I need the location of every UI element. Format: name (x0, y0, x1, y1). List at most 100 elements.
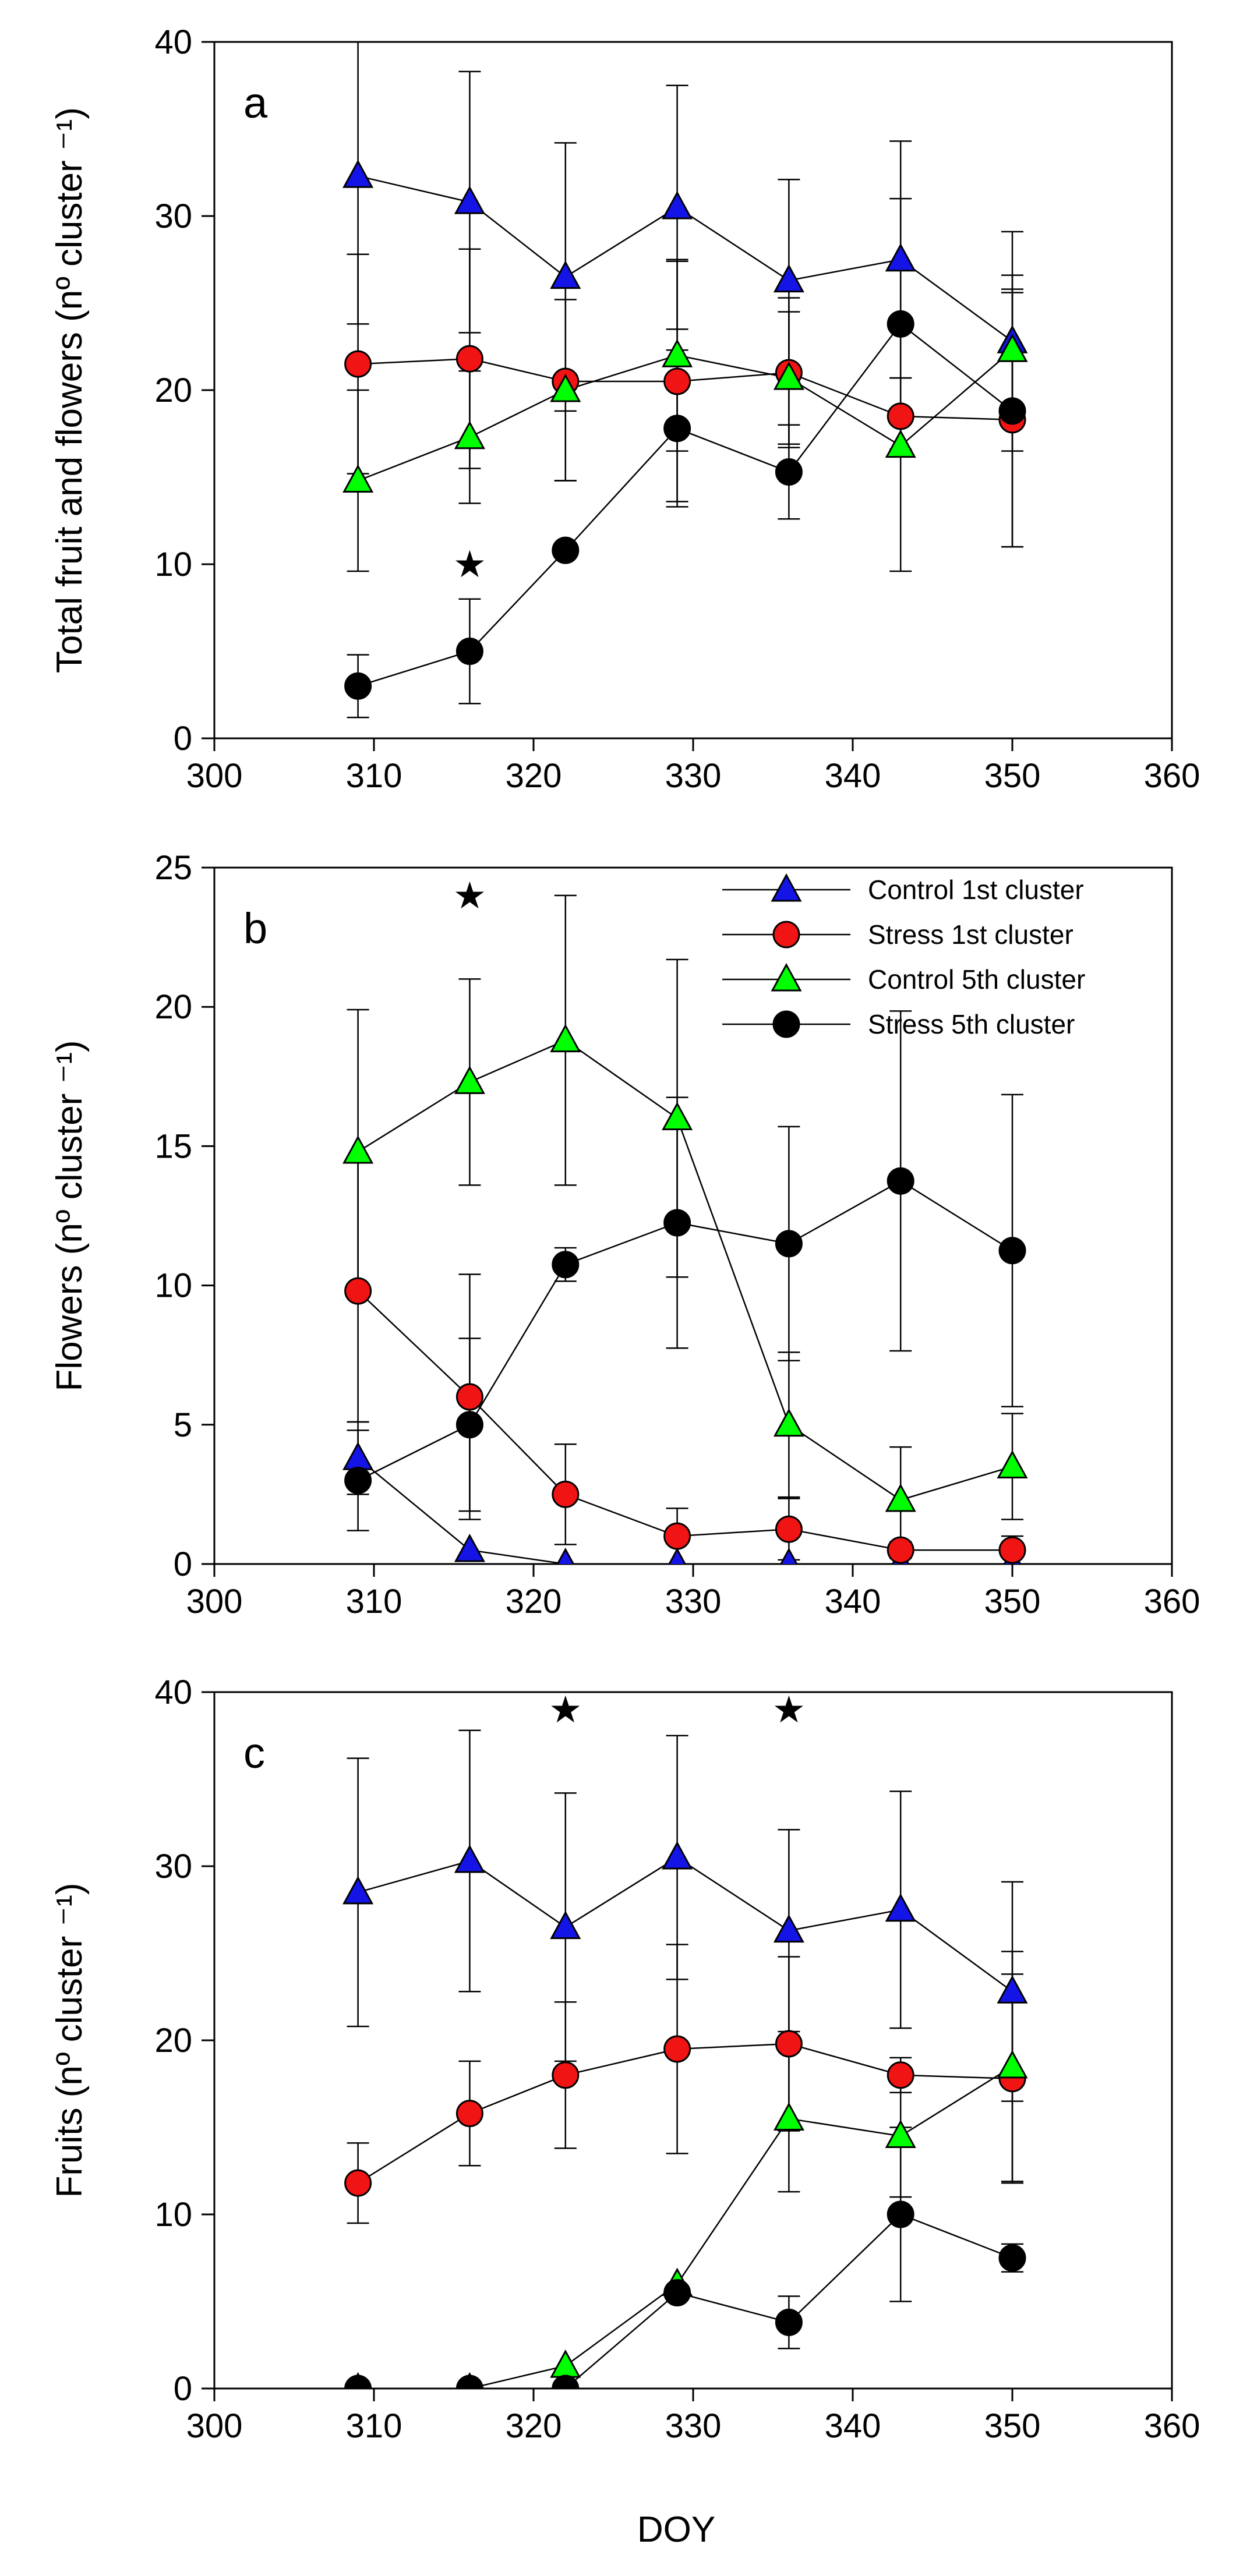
point-control-5th-cluster (342, 1135, 374, 1164)
point-stress-5th-cluster (552, 1251, 580, 1279)
y-tick-label: 10 (154, 1267, 192, 1305)
point-control-5th-cluster (885, 429, 916, 458)
significance-star: ★ (772, 1689, 806, 1731)
plot-data (342, 894, 1028, 1564)
point-stress-1st-cluster (775, 1515, 803, 1543)
point-stress-1st-cluster (887, 2061, 914, 2089)
x-tick-label: 360 (1144, 757, 1200, 795)
x-tick-label: 320 (506, 2407, 562, 2445)
point-control-1st-cluster (454, 185, 485, 214)
point-stress-5th-cluster (455, 1411, 483, 1439)
point-stress-1st-cluster (455, 2100, 483, 2128)
y-axis-title: Flowers (nº cluster ⁻¹) (50, 1040, 90, 1391)
panel-letter: c (243, 1729, 265, 1777)
series-line-control-1st-cluster (358, 175, 1013, 342)
y-axis-title: Total fruit and flowers (nº cluster ⁻¹) (50, 107, 90, 673)
x-tick-label: 300 (186, 2407, 243, 2445)
point-control-1st-cluster (342, 1442, 374, 1470)
point-control-1st-cluster (550, 260, 581, 289)
point-stress-5th-cluster (998, 1237, 1026, 1265)
y-tick-label: 15 (154, 1127, 192, 1165)
point-control-5th-cluster (550, 373, 581, 402)
point-stress-1st-cluster (344, 2169, 372, 2197)
point-stress-1st-cluster (663, 2035, 691, 2063)
series-line-control-1st-cluster (358, 1856, 1013, 1993)
point-control-5th-cluster (885, 1483, 916, 1512)
point-control-5th-cluster (662, 1102, 693, 1131)
point-control-1st-cluster (454, 1844, 485, 1873)
x-axis-title-doy: DOY (637, 2510, 715, 2550)
point-stress-5th-cluster (344, 672, 372, 700)
chart-panel-a: 300 310 320 330 340 350 360 0 10 20 30 40 Total frui… (50, 23, 1200, 795)
x-tick-label: 360 (1144, 2407, 1200, 2445)
point-control-1st-cluster (668, 1547, 686, 1564)
y-tick-label: 0 (174, 720, 192, 758)
point-stress-1st-cluster (455, 1383, 483, 1411)
legend-marker-control-1st-cluster (771, 873, 802, 902)
significance-star: ★ (453, 543, 486, 585)
significance-star: ★ (549, 1689, 582, 1731)
legend-marker-control-5th-cluster (771, 963, 802, 992)
point-stress-5th-cluster (663, 415, 691, 443)
point-stress-1st-cluster (344, 350, 372, 378)
y-tick-label: 40 (154, 1673, 192, 1711)
point-control-5th-cluster (885, 2119, 916, 2148)
point-stress-5th-cluster (344, 2375, 372, 2389)
point-stress-1st-cluster (775, 2030, 803, 2058)
point-stress-1st-cluster (663, 1522, 691, 1550)
point-control-1st-cluster (342, 160, 374, 188)
legend-label-stress-5th-cluster: Stress 5th cluster (868, 1009, 1075, 1039)
point-stress-1st-cluster (344, 1277, 372, 1305)
y-tick-label: 5 (174, 1406, 192, 1444)
y-tick-label: 10 (154, 546, 192, 583)
point-stress-5th-cluster (344, 1466, 372, 1494)
point-control-1st-cluster (997, 1975, 1028, 2004)
y-tick-label: 40 (154, 23, 192, 61)
point-control-1st-cluster (342, 1876, 374, 1905)
y-tick-label: 25 (154, 849, 192, 887)
y-tick-label: 10 (154, 2196, 192, 2234)
y-tick-label: 0 (174, 2370, 192, 2408)
point-stress-5th-cluster (663, 1209, 691, 1237)
panel-letter: a (243, 79, 268, 127)
legend-marker-stress-5th-cluster (772, 1010, 800, 1038)
point-stress-5th-cluster (887, 1167, 914, 1195)
point-stress-5th-cluster (887, 310, 914, 338)
point-control-1st-cluster (662, 1841, 693, 1870)
point-stress-5th-cluster (775, 458, 803, 486)
y-tick-label: 20 (154, 988, 192, 1026)
point-control-1st-cluster (885, 243, 916, 272)
point-control-1st-cluster (454, 1533, 485, 1562)
point-control-1st-cluster (556, 1547, 575, 1564)
point-stress-1st-cluster (887, 402, 914, 430)
point-stress-5th-cluster (455, 638, 483, 665)
point-stress-1st-cluster (998, 1536, 1026, 1564)
point-stress-1st-cluster (552, 2061, 580, 2089)
x-tick-label: 340 (825, 2407, 881, 2445)
point-stress-5th-cluster (998, 397, 1026, 425)
point-stress-1st-cluster (552, 1480, 580, 1508)
y-axis-title: Fruits (nº cluster ⁻¹) (50, 1883, 90, 2198)
x-tick-label: 350 (984, 757, 1041, 795)
x-tick-label: 320 (506, 1583, 562, 1620)
legend-label-stress-1st-cluster: Stress 1st cluster (868, 919, 1073, 950)
point-stress-5th-cluster (663, 2279, 691, 2307)
point-control-5th-cluster (550, 2349, 581, 2378)
point-stress-5th-cluster (775, 1230, 803, 1258)
x-tick-label: 340 (825, 757, 881, 795)
x-tick-label: 300 (186, 1583, 243, 1620)
point-control-1st-cluster (885, 1893, 916, 1922)
x-tick-label: 360 (1144, 1583, 1200, 1620)
x-tick-label: 340 (825, 1583, 881, 1620)
x-tick-label: 330 (665, 2407, 722, 2445)
chart-panel-b: 300 310 320 330 340 350 360 0 5 10 15 20 25 Flowers (… (50, 849, 1200, 1620)
point-control-5th-cluster (454, 1066, 485, 1094)
point-control-1st-cluster (780, 1547, 798, 1564)
x-tick-label: 350 (984, 1583, 1041, 1620)
point-stress-5th-cluster (552, 536, 580, 564)
x-tick-label: 330 (665, 1583, 722, 1620)
point-control-1st-cluster (773, 264, 804, 293)
point-stress-5th-cluster (552, 2375, 580, 2389)
point-control-5th-cluster (997, 2050, 1028, 2079)
